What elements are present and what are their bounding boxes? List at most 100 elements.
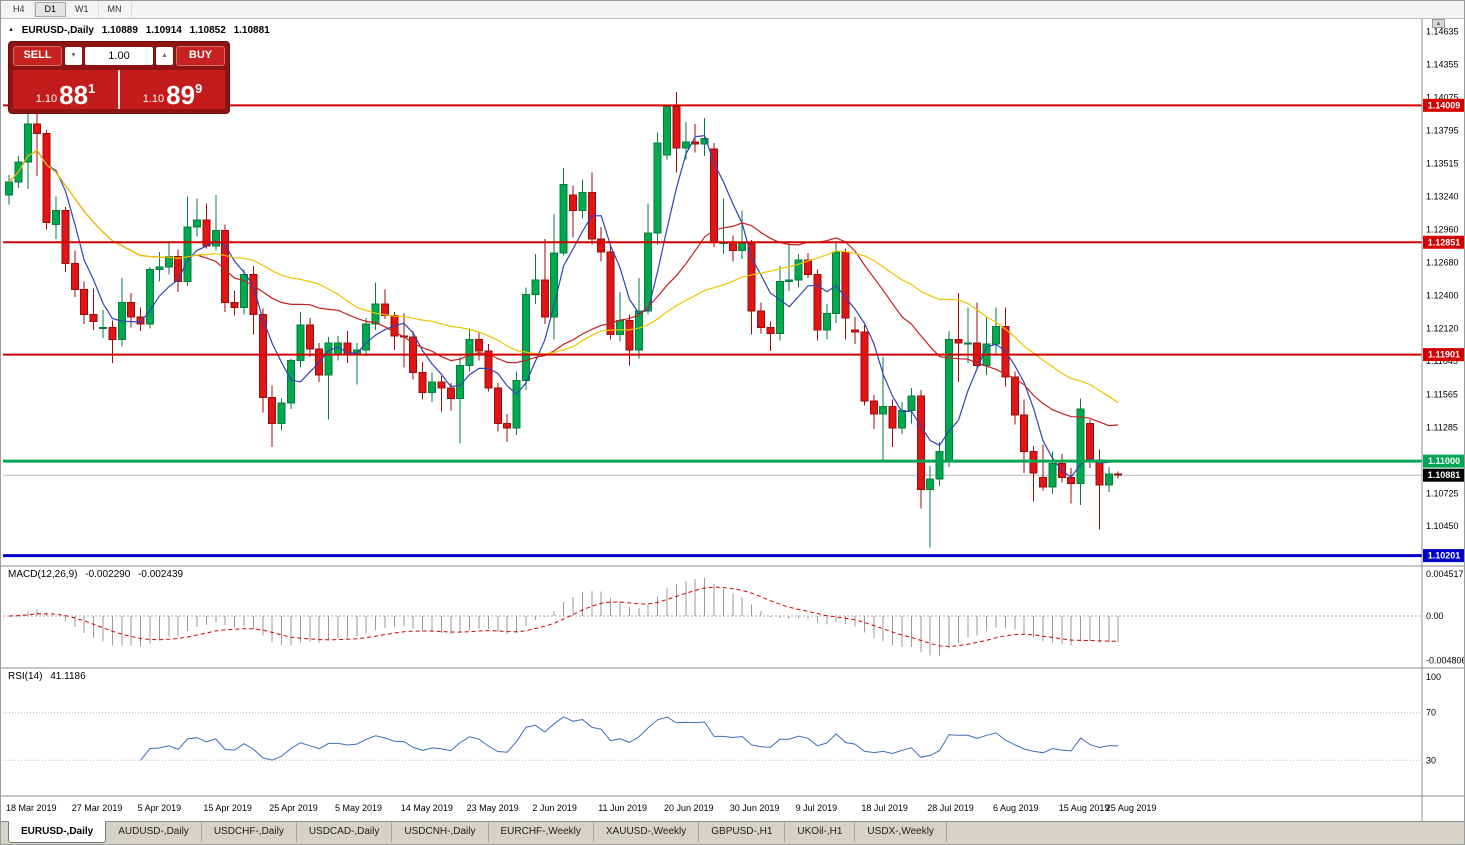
svg-text:1.10450: 1.10450 [1426,521,1459,531]
ohlc-high: 1.10914 [145,25,182,36]
svg-text:1.12120: 1.12120 [1426,324,1459,334]
svg-text:1.12680: 1.12680 [1426,257,1459,267]
chart-tab-eurusd-daily[interactable]: EURUSD-,Daily [8,821,107,843]
timeframe-h4-button[interactable]: H4 [4,2,35,17]
chart-tab-gbpusd-h1[interactable]: GBPUSD-,H1 [699,822,786,842]
chart-tabs-bar: EURUSD-,Daily AUDUSD-,Daily USDCHF-,Daily U… [1,821,1464,844]
one-click-toggle-icon[interactable]: ▲ [8,27,14,33]
price-tag-1.12851 [1423,235,1464,249]
price-panel[interactable] [3,92,1422,558]
svg-text:5 Apr 2019: 5 Apr 2019 [138,803,182,813]
chart-header: ▲ EURUSD-,Daily 1.10889 1.10914 1.10852 … [8,25,275,36]
svg-text:1.11845: 1.11845 [1426,356,1458,366]
buy-price-main: 1.10 [142,93,165,105]
volume-decrease-button[interactable]: ▼ [65,47,82,65]
scroll-up-button[interactable]: ▲ [1432,19,1445,28]
svg-text:1.12400: 1.12400 [1426,291,1459,301]
chart-tab-audusd-daily[interactable]: AUDUSD-,Daily [106,822,202,842]
buy-button[interactable]: BUY [176,46,225,66]
macd-value-signal: -0.002439 [138,569,184,580]
chart-tab-usdchf-daily[interactable]: USDCHF-,Daily [202,822,297,842]
chart-tab-ukoil-h1[interactable]: UKOil-,H1 [785,822,856,842]
svg-text:25 Aug 2019: 25 Aug 2019 [1106,803,1157,813]
volume-increase-button[interactable]: ▲ [156,47,173,65]
ma-line-5 [8,135,1119,478]
svg-text:1.13515: 1.13515 [1426,159,1459,169]
price-tag-1.10201 [1423,549,1464,563]
svg-text:9 Jul 2019: 9 Jul 2019 [796,803,838,813]
price-tag-1.10881 [1423,468,1464,482]
svg-text:1.10881: 1.10881 [1428,470,1461,480]
svg-text:18 Jul 2019: 18 Jul 2019 [861,803,908,813]
svg-text:28 Jul 2019: 28 Jul 2019 [927,803,974,813]
svg-text:23 May 2019: 23 May 2019 [467,803,519,813]
ohlc-low: 1.10852 [189,25,226,36]
sell-button[interactable]: SELL [13,46,62,66]
chart-tab-usdx-weekly[interactable]: USDX-,Weekly [855,822,947,842]
timeframe-d1-button[interactable]: D1 [34,2,67,17]
macd-name: MACD(12,26,9) [8,569,78,580]
svg-text:1.11901: 1.11901 [1428,350,1460,360]
svg-text:0.00: 0.00 [1426,611,1444,621]
rsi-name: RSI(14) [8,671,43,682]
sell-price-button[interactable]: 1.10 88 1 [13,70,120,109]
buy-price-sup: 9 [195,81,203,96]
svg-text:1.10201: 1.10201 [1428,551,1461,561]
svg-text:27 Mar 2019: 27 Mar 2019 [72,803,123,813]
svg-text:100: 100 [1426,672,1441,682]
svg-text:18 Mar 2019: 18 Mar 2019 [6,803,57,813]
svg-text:1.14635: 1.14635 [1426,26,1459,36]
sell-price-sup: 1 [88,81,96,96]
timeframe-toolbar: H4 D1 W1 MN [1,1,1464,19]
date-axis[interactable]: 18 Mar 2019 27 Mar 2019 5 Apr 2019 15 Apr 2… [6,803,1156,813]
price-tag-1.11000 [1423,454,1464,468]
volume-input[interactable]: 1.00 [85,47,153,65]
macd-label: MACD(12,26,9) -0.002290 -0.002439 [8,569,188,580]
timeframe-mn-button[interactable]: MN [99,2,132,17]
svg-text:1.12960: 1.12960 [1426,224,1459,234]
svg-text:1.10725: 1.10725 [1426,489,1459,499]
svg-text:25 Apr 2019: 25 Apr 2019 [269,803,318,813]
svg-text:0.004517: 0.004517 [1426,569,1464,579]
chart-tab-xauusd-weekly[interactable]: XAUUSD-,Weekly [594,822,700,842]
one-click-trading-panel: SELL ▼ 1.00 ▲ BUY 1.10 88 1 1.10 89 9 [8,41,230,114]
chart-tab-usdcad-daily[interactable]: USDCAD-,Daily [297,822,393,842]
svg-text:20 Jun 2019: 20 Jun 2019 [664,803,714,813]
chart-title: EURUSD-,Daily [21,25,94,36]
chart-tab-usdcnh-daily[interactable]: USDCNH-,Daily [392,822,489,842]
rsi-label: RSI(14) 41.1186 [8,671,91,682]
svg-text:15 Aug 2019: 15 Aug 2019 [1059,803,1110,813]
sell-price-main: 1.10 [35,93,58,105]
svg-text:-0.004806: -0.004806 [1426,656,1465,666]
svg-text:70: 70 [1426,708,1436,718]
chart-tab-eurchf-weekly[interactable]: EURCHF-,Weekly [489,822,594,842]
price-axis[interactable]: 1.14635 1.14355 1.14075 1.13795 1.13515 1.132… [1423,26,1465,765]
buy-price-big: 89 [166,80,196,110]
svg-text:11 Jun 2019: 11 Jun 2019 [598,803,647,813]
svg-text:1.11285: 1.11285 [1426,422,1458,432]
ohlc-open: 1.10889 [101,25,138,36]
price-tag-1.14009 [1423,98,1464,112]
timeframe-w1-button[interactable]: W1 [66,2,99,17]
svg-text:1.11565: 1.11565 [1426,389,1458,399]
ohlc-close: 1.10881 [233,25,270,36]
svg-text:15 Apr 2019: 15 Apr 2019 [203,803,252,813]
price-tag-1.11901 [1423,348,1464,362]
svg-text:14 May 2019: 14 May 2019 [401,803,453,813]
rsi-value: 41.1186 [50,671,86,682]
svg-text:2 Jun 2019: 2 Jun 2019 [532,803,577,813]
chart-canvas[interactable]: 1.14635 1.14355 1.14075 1.13795 1.13515 1.132… [1,18,1465,824]
svg-text:1.14009: 1.14009 [1428,100,1461,110]
rsi-panel[interactable] [3,712,1422,761]
svg-text:1.13795: 1.13795 [1426,126,1459,136]
svg-text:1.12851: 1.12851 [1428,237,1461,247]
svg-text:1.13240: 1.13240 [1426,191,1459,201]
macd-panel[interactable] [3,577,1422,656]
svg-text:1.14075: 1.14075 [1426,93,1459,103]
svg-text:30 Jun 2019: 30 Jun 2019 [730,803,780,813]
buy-price-button[interactable]: 1.10 89 9 [120,70,225,109]
svg-text:1.14355: 1.14355 [1426,59,1459,69]
rsi-line [140,716,1119,761]
sell-price-big: 88 [59,80,89,110]
